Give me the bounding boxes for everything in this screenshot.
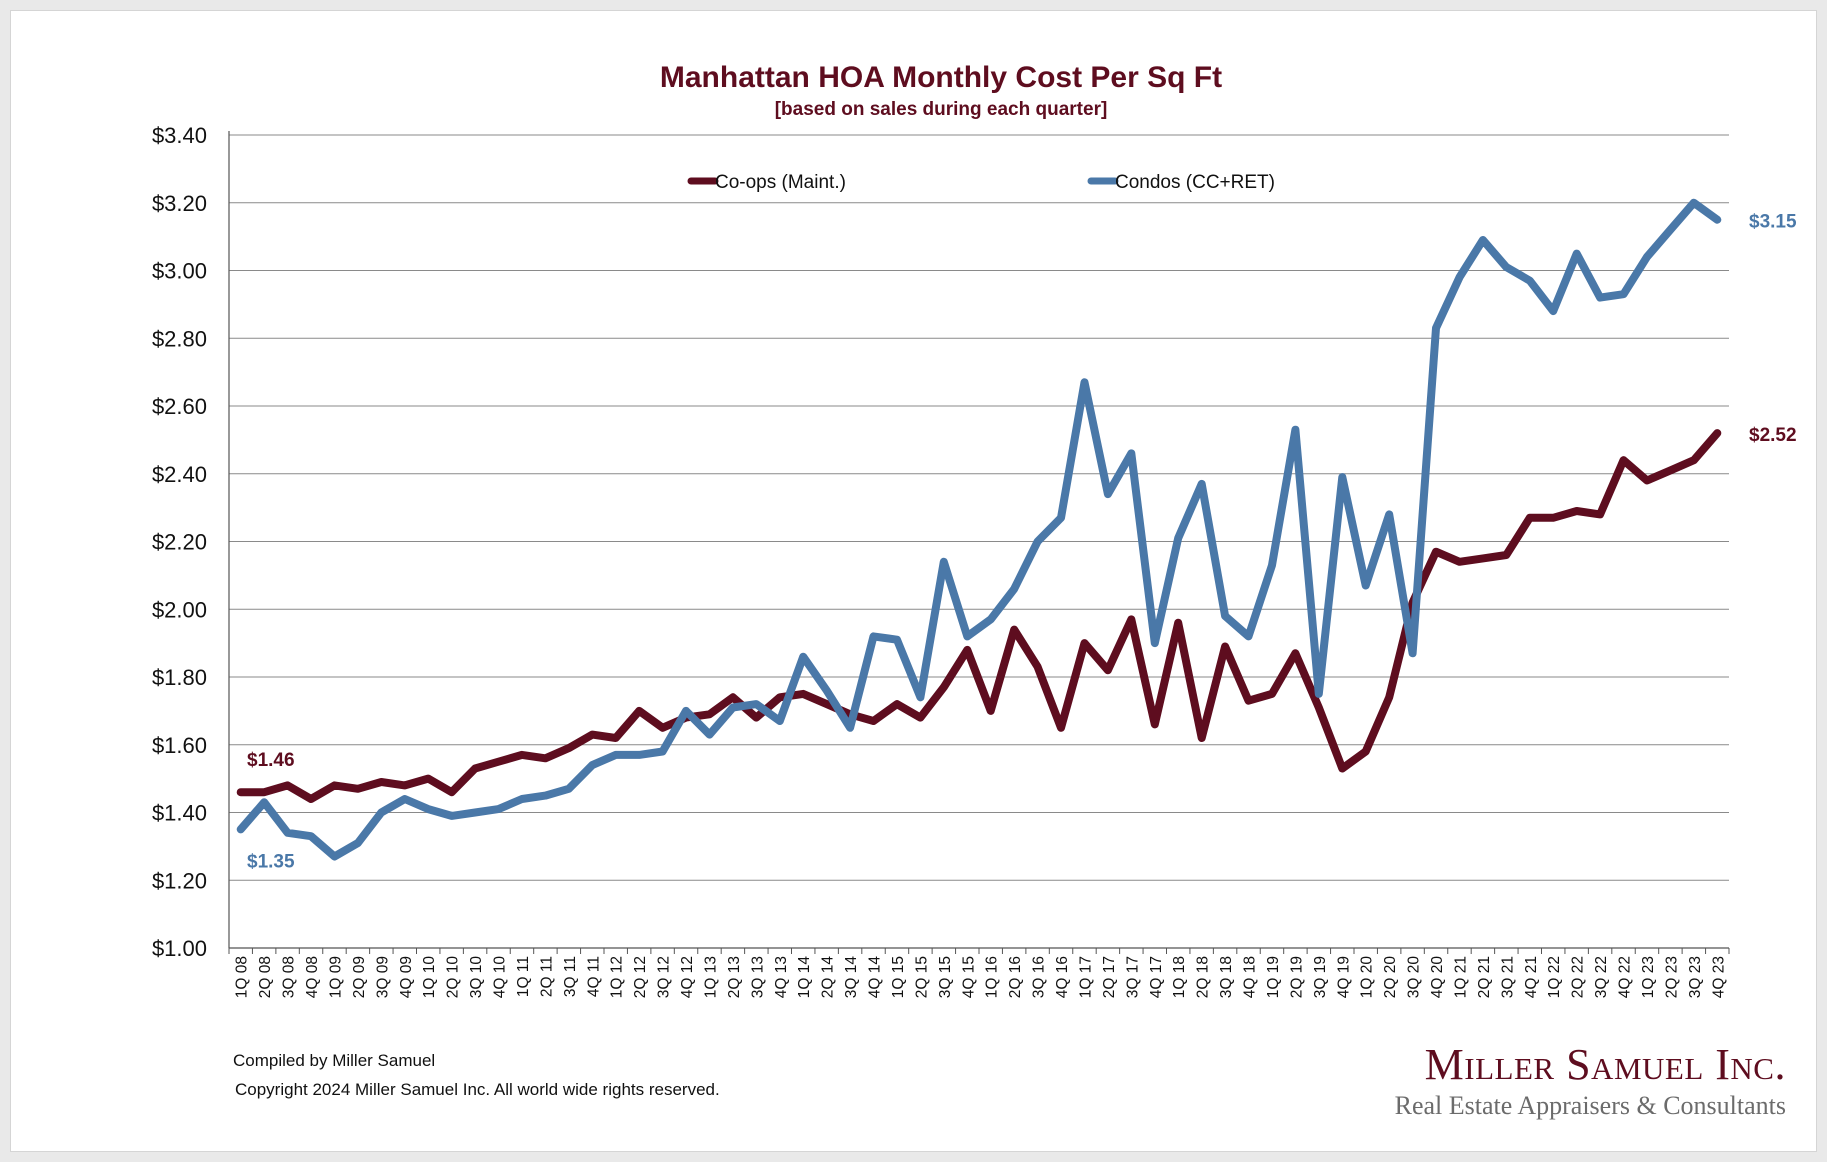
series-line-1 bbox=[236, 198, 1722, 861]
x-tick-label: 4Q 13 bbox=[773, 956, 790, 998]
x-tick-label: 2Q 23 bbox=[1663, 956, 1680, 998]
legend-label-1: Condos (CC+RET) bbox=[1115, 172, 1275, 193]
x-tick-label: 3Q 10 bbox=[468, 956, 485, 999]
x-tick-label: 1Q 20 bbox=[1359, 956, 1376, 999]
x-tick-label: 3Q 23 bbox=[1687, 956, 1704, 998]
end-value-label-1: $3.15 bbox=[1749, 212, 1797, 233]
x-tick-label: 3Q 21 bbox=[1499, 956, 1516, 998]
legend: Co-ops (Maint.) Condos (CC+RET) bbox=[687, 172, 1275, 193]
y-tick-label: $2.00 bbox=[152, 597, 207, 622]
x-tick-label: 1Q 19 bbox=[1265, 956, 1282, 998]
x-tick-label: 3Q 22 bbox=[1593, 956, 1610, 998]
x-tick-label: 3Q 19 bbox=[1312, 956, 1329, 998]
x-tick-label: 4Q 18 bbox=[1242, 956, 1259, 998]
series-lines bbox=[236, 198, 1722, 861]
x-tick-label: 1Q 08 bbox=[234, 956, 251, 998]
y-tick-label: $1.00 bbox=[152, 936, 207, 961]
chart-title: Manhattan HOA Monthly Cost Per Sq Ft bbox=[660, 61, 1222, 94]
x-tick-label: 1Q 14 bbox=[796, 956, 813, 999]
y-tick-label: $1.40 bbox=[152, 801, 207, 826]
x-tick-label: 4Q 23 bbox=[1710, 956, 1727, 998]
x-tick-label: 2Q 21 bbox=[1476, 956, 1493, 998]
chart-subtitle: [based on sales during each quarter] bbox=[775, 99, 1108, 120]
copyright-note: Copyright 2024 Miller Samuel Inc. All wo… bbox=[235, 1080, 720, 1099]
x-tick-label: 4Q 14 bbox=[867, 956, 884, 999]
x-tick-label: 4Q 17 bbox=[1148, 956, 1165, 998]
x-tick-label: 4Q 19 bbox=[1335, 956, 1352, 998]
x-tick-label: 4Q 12 bbox=[679, 956, 696, 998]
data-labels: $1.46 $2.52 $1.35 $3.15 bbox=[247, 212, 1797, 873]
x-tick-label: 1Q 13 bbox=[702, 956, 719, 998]
x-tick-label: 4Q 15 bbox=[960, 956, 977, 998]
x-tick-label: 2Q 15 bbox=[913, 956, 930, 998]
x-tick-label: 2Q 08 bbox=[257, 956, 274, 998]
x-tick-label: 4Q 22 bbox=[1617, 956, 1634, 998]
x-tick-label: 2Q 12 bbox=[632, 956, 649, 998]
y-tick-label: $3.40 bbox=[152, 123, 207, 148]
x-tick-label: 1Q 09 bbox=[327, 956, 344, 998]
y-tick-label: $2.60 bbox=[152, 394, 207, 419]
y-tick-label: $3.00 bbox=[152, 259, 207, 284]
x-tick-label: 3Q 14 bbox=[843, 956, 860, 999]
x-tick-label: 1Q 16 bbox=[984, 956, 1001, 998]
legend-label-0: Co-ops (Maint.) bbox=[715, 172, 846, 193]
x-tick-label: 2Q 13 bbox=[726, 956, 743, 998]
x-tick-label: 2Q 18 bbox=[1195, 956, 1212, 998]
x-tick-label: 2Q 14 bbox=[820, 956, 837, 999]
x-tick-label: 2Q 11 bbox=[538, 956, 555, 997]
x-tick-label: 2Q 20 bbox=[1382, 956, 1399, 999]
x-tick-label: 2Q 22 bbox=[1570, 956, 1587, 998]
end-value-label-0: $2.52 bbox=[1749, 425, 1797, 446]
line-chart: Manhattan HOA Monthly Cost Per Sq Ft [ba… bbox=[152, 61, 1797, 999]
x-tick-label: 4Q 21 bbox=[1523, 956, 1540, 998]
x-tick-label: 2Q 19 bbox=[1288, 956, 1305, 998]
start-value-label-0: $1.46 bbox=[247, 750, 295, 771]
logo-tagline: Real Estate Appraisers & Consultants bbox=[1394, 1091, 1786, 1120]
y-tick-label: $2.20 bbox=[152, 530, 207, 555]
x-tick-label: 3Q 08 bbox=[281, 956, 298, 998]
x-tick-label: 4Q 09 bbox=[398, 956, 415, 998]
y-tick-label: $2.40 bbox=[152, 462, 207, 487]
x-tick-label: 4Q 11 bbox=[585, 956, 602, 997]
gridlines bbox=[229, 134, 1729, 881]
y-tick-label: $1.80 bbox=[152, 665, 207, 690]
axes: $1.00 $1.20 $1.40 $1.60 $1.80 $2.00 $2.20 $2.40… bbox=[152, 123, 1730, 999]
x-tick-label: 2Q 17 bbox=[1101, 956, 1118, 998]
x-tick-label: 3Q 15 bbox=[937, 956, 954, 998]
compiled-by-note: Compiled by Miller Samuel bbox=[233, 1051, 436, 1070]
logo-name: Miller Samuel Inc. bbox=[1424, 1040, 1786, 1089]
x-tick-label: 1Q 21 bbox=[1452, 956, 1469, 998]
x-tick-label: 1Q 23 bbox=[1640, 956, 1657, 998]
x-tick-label: 3Q 20 bbox=[1406, 956, 1423, 999]
x-tick-label: 3Q 11 bbox=[562, 956, 579, 997]
x-tick-label: 4Q 08 bbox=[304, 956, 321, 998]
x-tick-label: 2Q 09 bbox=[351, 956, 368, 998]
x-tick-label: 1Q 22 bbox=[1546, 956, 1563, 998]
start-value-label-1: $1.35 bbox=[247, 851, 295, 872]
x-tick-label: 3Q 12 bbox=[656, 956, 673, 998]
y-tick-label: $3.20 bbox=[152, 191, 207, 216]
x-tick-label: 3Q 09 bbox=[374, 956, 391, 998]
company-logo: Miller Samuel Inc. Real Estate Appraiser… bbox=[1395, 1041, 1786, 1123]
x-tick-label: 3Q 17 bbox=[1124, 956, 1141, 998]
x-tick-label: 1Q 11 bbox=[515, 956, 532, 997]
x-tick-label: 4Q 20 bbox=[1429, 956, 1446, 999]
x-tick-label: 2Q 10 bbox=[445, 956, 462, 999]
y-tick-label: $1.20 bbox=[152, 868, 207, 893]
x-tick-label: 1Q 18 bbox=[1171, 956, 1188, 998]
x-tick-label: 3Q 16 bbox=[1031, 956, 1048, 998]
x-tick-label: 3Q 18 bbox=[1218, 956, 1235, 998]
x-tick-label: 3Q 13 bbox=[749, 956, 766, 998]
x-tick-label: 2Q 16 bbox=[1007, 956, 1024, 998]
x-tick-label: 1Q 15 bbox=[890, 956, 907, 998]
y-tick-label: $2.80 bbox=[152, 326, 207, 351]
series-line-0 bbox=[236, 429, 1722, 803]
x-tick-label: 4Q 10 bbox=[492, 956, 509, 999]
x-tick-label: 1Q 10 bbox=[421, 956, 438, 999]
x-tick-label: 1Q 17 bbox=[1077, 956, 1094, 998]
chart-frame: Manhattan HOA Monthly Cost Per Sq Ft [ba… bbox=[10, 10, 1817, 1152]
x-tick-label: 1Q 12 bbox=[609, 956, 626, 998]
y-tick-label: $1.60 bbox=[152, 733, 207, 758]
x-tick-label: 4Q 16 bbox=[1054, 956, 1071, 998]
